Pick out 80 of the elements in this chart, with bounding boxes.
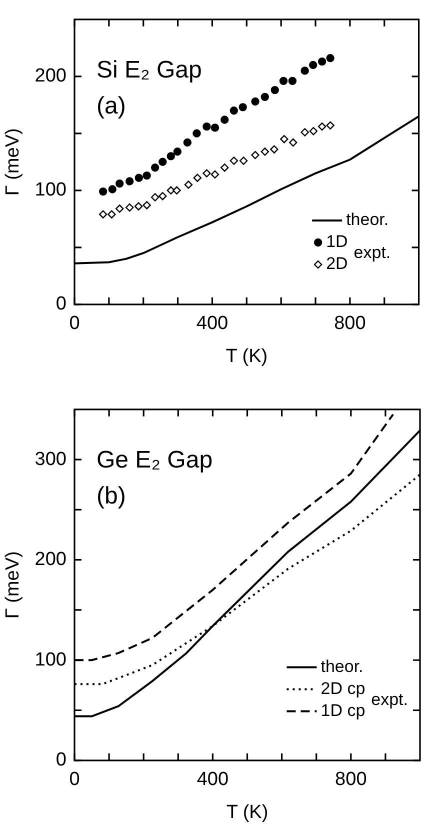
point (309, 60, 318, 70)
y-tick-label: 200 (34, 66, 66, 87)
point (202, 169, 211, 178)
point (300, 66, 309, 75)
point (158, 192, 167, 200)
point (150, 193, 160, 202)
point (183, 138, 192, 147)
point (326, 54, 334, 62)
point (116, 204, 124, 213)
y-tick-label: 0 (56, 750, 66, 771)
point (172, 186, 181, 194)
point (270, 145, 278, 154)
point (279, 76, 288, 86)
y-tick-label: 100 (34, 649, 66, 670)
text: (a) (96, 92, 126, 120)
point (318, 57, 326, 66)
point (98, 210, 108, 218)
x-axis-title: T (K) (226, 802, 268, 823)
point (142, 201, 151, 210)
y-axis-title: Γ (meV) (2, 128, 24, 196)
x-axis-title: T (K) (226, 346, 268, 367)
legend-label: 2D (326, 254, 348, 274)
point (300, 128, 309, 136)
point (134, 202, 143, 210)
point (318, 122, 326, 131)
y-tick-label: 300 (34, 448, 66, 470)
point (309, 127, 318, 136)
legend-label: 1D (326, 232, 348, 252)
point (125, 177, 134, 186)
x-tick-label: 400 (196, 769, 229, 790)
point (202, 122, 211, 131)
point (251, 150, 260, 160)
point (210, 124, 220, 132)
annotation: expt. (371, 690, 408, 709)
y-axis-title: Γ (meV) (2, 551, 24, 619)
x-tick-label: 800 (334, 313, 366, 334)
legend-label: 2D cp (320, 678, 366, 698)
point (193, 174, 202, 182)
point (238, 103, 247, 112)
x-tick-label: 400 (196, 313, 228, 334)
point (251, 97, 260, 106)
point (280, 135, 288, 144)
x-tick-label: 800 (335, 769, 367, 790)
x-tick-label: 0 (69, 769, 80, 790)
x-tick-label: 0 (69, 313, 80, 334)
point (288, 76, 297, 86)
point (220, 116, 229, 124)
point (230, 156, 238, 165)
point (108, 210, 116, 218)
text: Ge E₂ Gap (96, 446, 213, 474)
point (173, 148, 182, 156)
point (108, 185, 116, 194)
text: Si E₂ Gap (96, 56, 202, 84)
y-tick-label: 0 (56, 294, 66, 315)
point (166, 152, 176, 160)
legend-label: theor. (320, 656, 364, 676)
point (98, 187, 108, 196)
point (239, 156, 248, 165)
legend-label: 1D cp (320, 700, 366, 720)
annotation: expt. (354, 243, 391, 262)
point (192, 129, 201, 138)
point (326, 121, 334, 130)
y-tick-label: 100 (34, 180, 66, 201)
point (116, 179, 124, 188)
point (210, 170, 220, 179)
point (125, 203, 134, 212)
legend-label: theor. (346, 210, 389, 230)
point (260, 148, 269, 156)
point (184, 180, 193, 189)
text: (b) (96, 482, 126, 510)
point (134, 174, 143, 182)
y-tick-label: 200 (34, 549, 66, 570)
point (220, 164, 229, 172)
point (142, 171, 151, 180)
point (270, 86, 279, 94)
point (260, 92, 269, 102)
point (289, 138, 298, 147)
point (158, 158, 167, 166)
point (150, 164, 160, 172)
point (230, 106, 238, 115)
